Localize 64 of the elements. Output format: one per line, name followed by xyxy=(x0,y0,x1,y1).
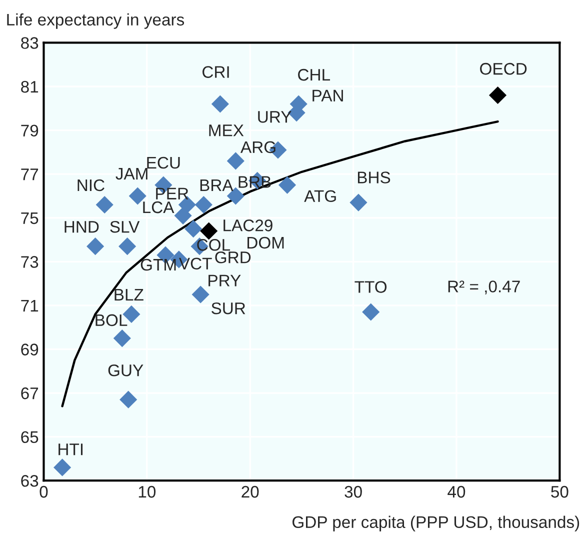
annotation: NIC xyxy=(78,179,104,192)
point xyxy=(192,286,210,304)
annotation: GRD xyxy=(215,252,251,264)
point xyxy=(174,206,192,224)
y-tick-label: 65 xyxy=(21,431,38,444)
y-axis-title: Life expectancy in years xyxy=(7,13,184,29)
annotation: CHL xyxy=(298,68,330,81)
annotation: PRY xyxy=(208,274,241,286)
point xyxy=(184,220,202,238)
y-tick-label: 69 xyxy=(21,344,38,356)
annotation: OECD xyxy=(480,62,527,75)
annotation: GTM xyxy=(140,258,176,271)
point xyxy=(211,95,229,113)
annotation: MEX xyxy=(209,124,244,136)
y-tick-label: 83 xyxy=(21,37,38,49)
annotation: R² = ,0.47 xyxy=(448,280,520,294)
annotation: GUY xyxy=(108,364,144,376)
annotation: HTI xyxy=(58,444,83,456)
annotation: SLV xyxy=(110,220,140,233)
annotation: BOL xyxy=(96,314,128,326)
annotation: LCA xyxy=(143,201,174,214)
y-tick-label: 81 xyxy=(21,80,38,93)
x-axis-title: GDP per capita (PPP USD, thousands) xyxy=(292,516,580,532)
annotation: TTO xyxy=(354,281,387,293)
point xyxy=(350,194,368,212)
annotation: SUR xyxy=(212,302,246,314)
point xyxy=(118,238,136,256)
point xyxy=(362,303,380,321)
annotation: HND xyxy=(64,221,99,233)
annotation: DOM xyxy=(248,236,284,249)
point xyxy=(86,238,104,256)
y-tick-label: 67 xyxy=(21,387,38,400)
x-tick-label: 0 xyxy=(40,486,48,498)
annotation: ECU xyxy=(147,156,180,169)
point xyxy=(278,176,296,194)
y-tick-label: 75 xyxy=(21,212,38,224)
annotation: ATG xyxy=(304,190,336,202)
x-tick-label: 20 xyxy=(242,486,259,498)
y-tick-label: 77 xyxy=(21,168,38,180)
point xyxy=(200,222,218,240)
x-tick-label: 40 xyxy=(448,486,466,498)
point xyxy=(488,86,507,104)
annotation: BHS xyxy=(358,172,390,184)
point xyxy=(194,196,212,214)
y-tick-label: 63 xyxy=(21,475,38,487)
x-tick-label: 30 xyxy=(344,486,362,498)
point xyxy=(96,196,114,214)
annotation: PAN xyxy=(312,90,343,102)
annotation: BRA xyxy=(200,180,234,191)
annotation: CRI xyxy=(202,66,229,78)
x-tick-label: 10 xyxy=(138,486,156,498)
x-tick-label: 50 xyxy=(551,486,568,498)
y-tick-label: 79 xyxy=(21,124,38,136)
annotation: PER xyxy=(156,188,188,200)
y-tick-label: 73 xyxy=(21,256,38,268)
point xyxy=(113,330,131,348)
point xyxy=(120,390,138,408)
annotation: LAC29 xyxy=(224,220,272,232)
annotation: JAM xyxy=(116,168,148,180)
annotation: URY xyxy=(258,111,292,123)
point xyxy=(226,152,244,170)
annotation: BLZ xyxy=(114,288,144,300)
y-tick-label: 71 xyxy=(21,300,38,312)
point xyxy=(54,458,72,476)
